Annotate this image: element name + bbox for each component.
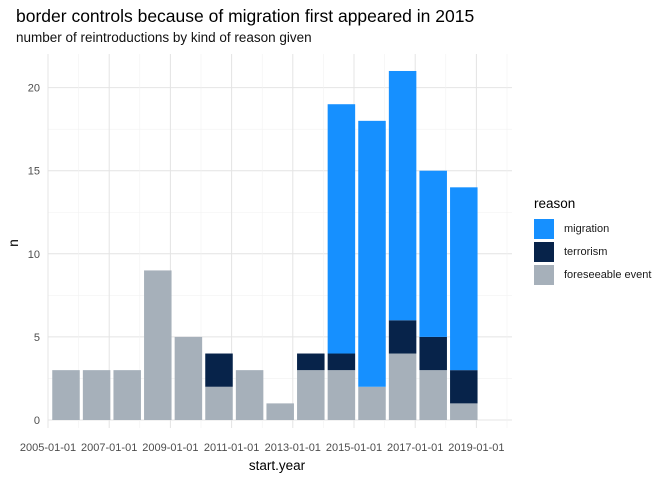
x-tick-label: 2013-01-01: [265, 442, 321, 454]
bar-2016-migration: [358, 120, 386, 387]
bar-2016-foreseeable-event: [358, 386, 386, 420]
x-tick-label: 2007-01-01: [81, 442, 137, 454]
y-axis-title: n: [6, 239, 21, 247]
x-axis-title: start.year: [249, 458, 306, 473]
bar-2012-foreseeable-event: [235, 370, 264, 420]
bar-2013-foreseeable-event: [266, 403, 294, 420]
bar-2018-foreseeable-event: [419, 370, 447, 420]
y-tick-label: 5: [34, 332, 40, 344]
bar-2017-terrorism: [388, 320, 417, 354]
bars-layer: [52, 70, 478, 420]
bar-2017-foreseeable-event: [388, 353, 417, 420]
y-tick-label: 20: [28, 83, 40, 95]
bar-2006-foreseeable-event: [52, 370, 80, 420]
bar-2007-foreseeable-event: [82, 370, 111, 420]
x-tick-labels: 2005-01-01 2007-01-01 2009-01-01 2011-01-01…: [20, 442, 505, 454]
bar-2015-migration: [327, 104, 356, 354]
bar-2015-foreseeable-event: [327, 370, 356, 420]
bar-2015-terrorism: [327, 353, 356, 371]
y-tick-labels: 0 5 10 15 20: [28, 83, 40, 427]
chart-subtitle: number of reintroductions by kind of rea…: [16, 30, 312, 45]
bar-2011-foreseeable-event: [205, 386, 233, 420]
x-tick-label: 2015-01-01: [326, 442, 382, 454]
bar-2014-foreseeable-event: [297, 370, 325, 420]
legend-key-swatch: [534, 264, 554, 285]
bar-2008-foreseeable-event: [113, 370, 141, 420]
x-tick-label: 2005-01-01: [20, 442, 76, 454]
y-tick-label: 10: [28, 249, 40, 261]
chart-title: border controls because of migration fir…: [16, 6, 475, 26]
legend-items: migration terrorism foreseeable event: [534, 217, 651, 286]
legend-label: foreseeable event: [564, 268, 652, 281]
legend-item-foreseeable-event: foreseeable event: [534, 263, 651, 286]
legend-item-migration: migration: [534, 217, 651, 240]
legend-key-swatch: [534, 218, 554, 239]
legend-label: migration: [564, 222, 610, 235]
x-tick-label: 2011-01-01: [204, 442, 259, 454]
legend-key-swatch: [534, 241, 554, 262]
bar-2019-foreseeable-event: [450, 403, 478, 420]
bar-2019-migration: [450, 187, 478, 371]
bar-2010-foreseeable-event: [174, 336, 203, 420]
x-tick-label: 2019-01-01: [448, 442, 504, 454]
bar-2018-migration: [419, 170, 447, 337]
y-tick-label: 15: [28, 166, 40, 178]
bar-2009-foreseeable-event: [144, 270, 172, 420]
bar-2014-terrorism: [297, 353, 325, 371]
legend-label: terrorism: [564, 245, 608, 258]
bar-2017-migration: [388, 70, 417, 321]
bar-2019-terrorism: [450, 370, 478, 404]
legend: reason migration terrorism foreseeable eve…: [534, 196, 651, 286]
x-tick-label: 2009-01-01: [142, 442, 198, 454]
bar-2018-terrorism: [419, 336, 447, 371]
x-tick-label: 2017-01-01: [387, 442, 443, 454]
y-tick-label: 0: [34, 415, 40, 427]
legend-title: reason: [534, 196, 576, 211]
legend-item-terrorism: terrorism: [534, 240, 651, 263]
bar-2011-terrorism: [205, 353, 233, 387]
